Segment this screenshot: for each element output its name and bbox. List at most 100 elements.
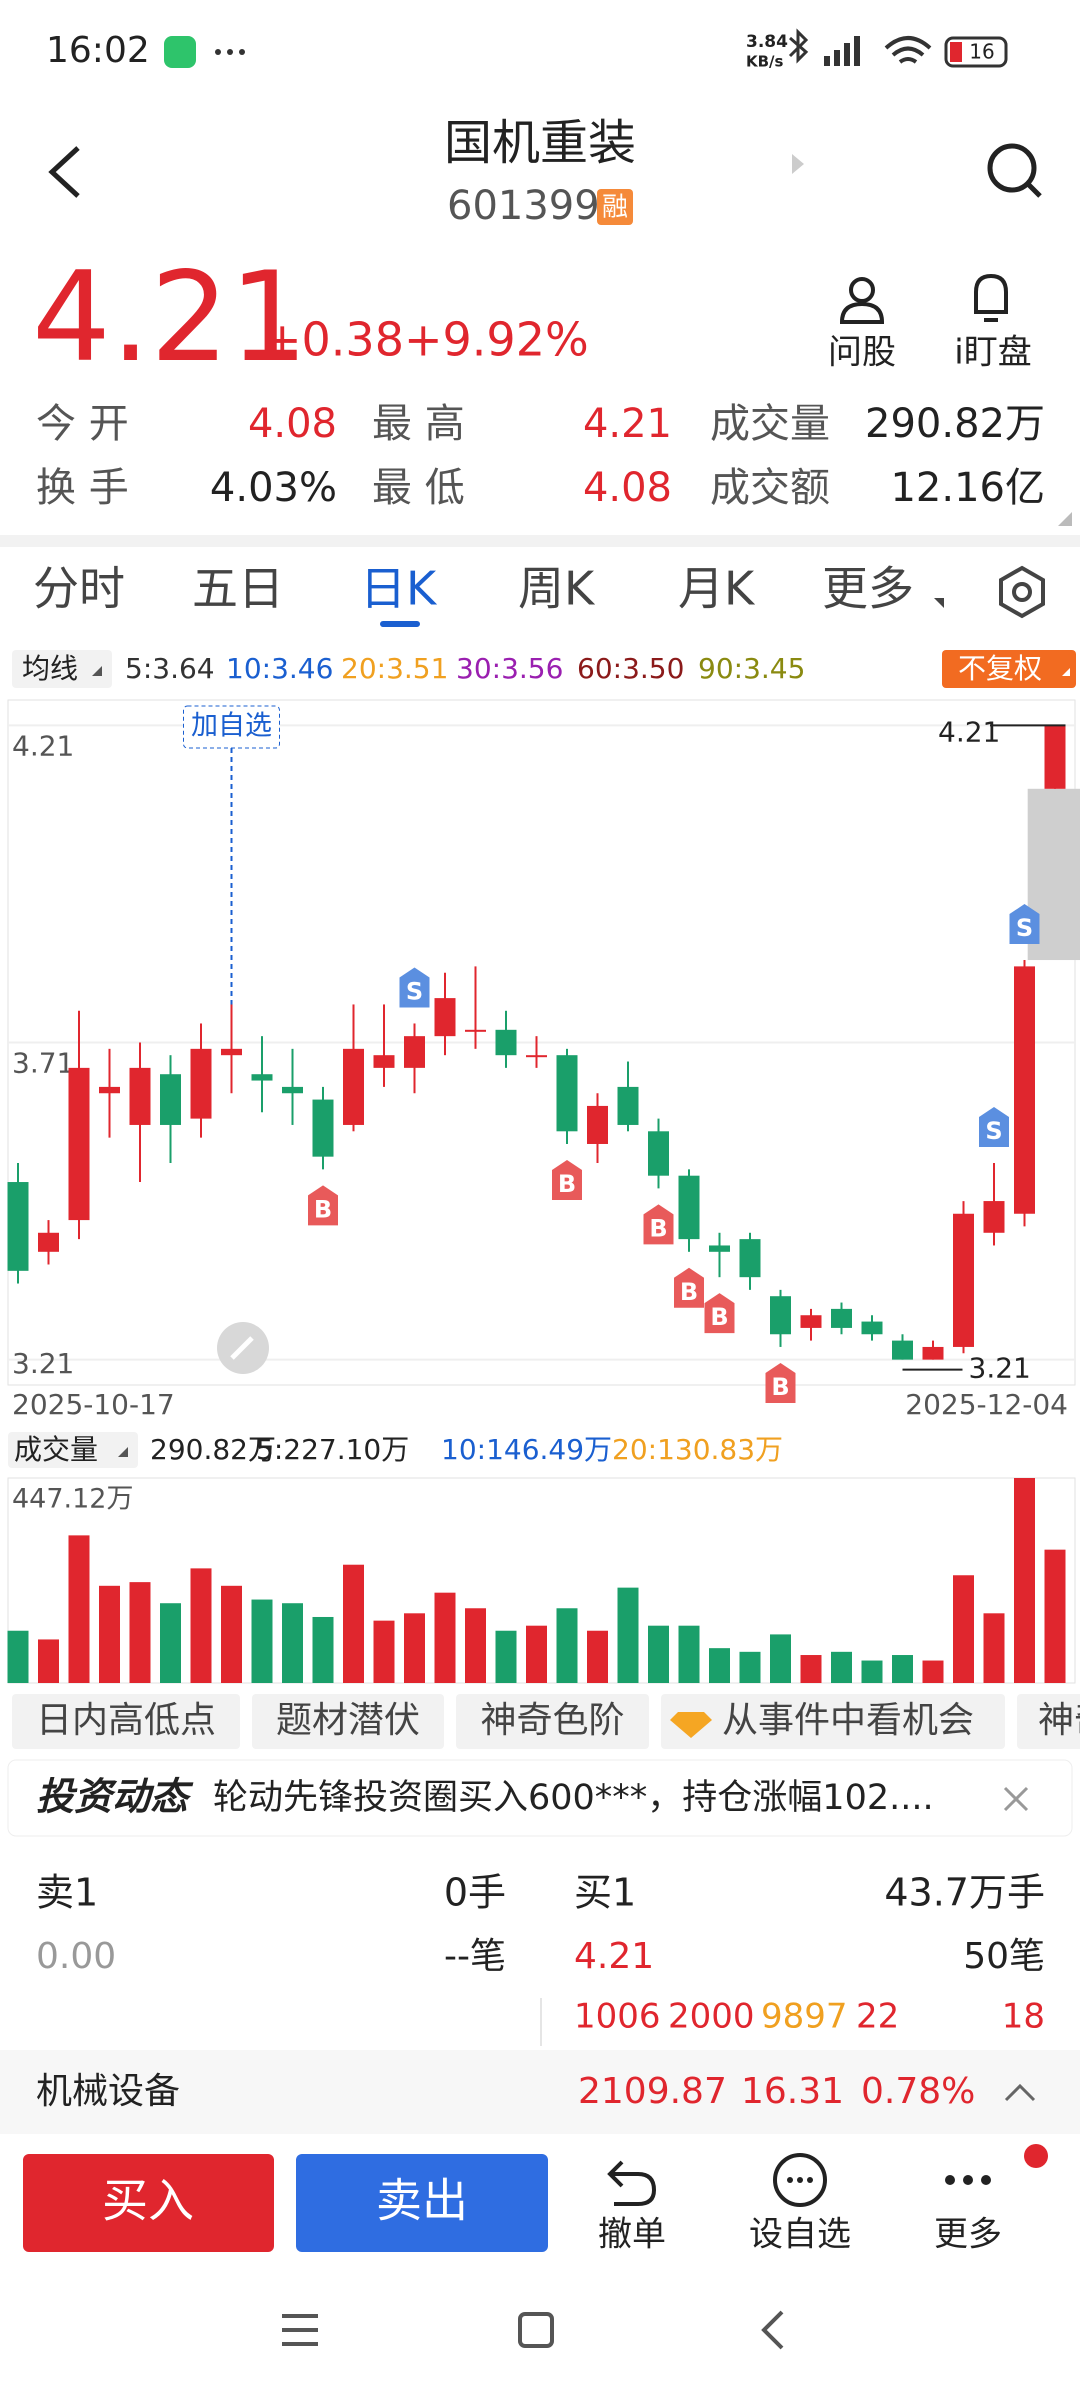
ask-icon[interactable] xyxy=(839,277,885,324)
volume-bar xyxy=(282,1603,303,1683)
news-card[interactable] xyxy=(7,1759,1073,1837)
sell-text[interactable]: 卖出 xyxy=(376,2174,468,2228)
signal-badge xyxy=(765,1362,796,1403)
high-label: 4.21 xyxy=(938,715,1000,748)
action[interactable]: 问股 xyxy=(828,333,896,373)
search-button[interactable] xyxy=(987,143,1037,193)
sell-button[interactable] xyxy=(296,2154,548,2252)
settings-dot xyxy=(1012,582,1032,602)
stat-value: 12.16亿 xyxy=(890,465,1045,511)
back-button[interactable] xyxy=(48,146,80,198)
tab[interactable]: 月K xyxy=(678,562,756,616)
favorite-icon[interactable] xyxy=(773,2153,827,2207)
signal: S xyxy=(985,1117,1002,1145)
volume-bar xyxy=(373,1620,395,1683)
industry-row[interactable] xyxy=(0,2050,1080,2134)
chip[interactable]: 神奇 xyxy=(1038,1700,1080,1741)
volume-ma20: 20:130.83万 xyxy=(612,1433,783,1466)
volume-bar xyxy=(587,1630,608,1683)
candle-body xyxy=(892,1340,913,1360)
collapse[interactable] xyxy=(1004,2083,1036,2102)
signal-badge xyxy=(552,1159,582,1200)
tab[interactable]: 五日 xyxy=(192,562,284,616)
volume-bar xyxy=(556,1608,578,1683)
note[interactable]: 加自选 xyxy=(191,711,272,742)
candle-body xyxy=(312,1099,334,1157)
volume-button-bg[interactable] xyxy=(8,1432,138,1468)
volume-triangle xyxy=(118,1447,128,1457)
volume-max: 447.12万 xyxy=(12,1484,133,1515)
news-text[interactable]: 轮动先锋投资圈买入600***，持仓涨幅102.... xyxy=(213,1778,934,1818)
ma-label[interactable]: 均线 xyxy=(22,652,78,685)
battery-level xyxy=(950,42,962,62)
chip[interactable]: 从事件中看机会 xyxy=(722,1700,974,1741)
signal-badge xyxy=(1009,904,1040,945)
watch-icon[interactable] xyxy=(974,273,1008,322)
signal: B xyxy=(710,1303,728,1331)
settings-button[interactable] xyxy=(999,565,1045,619)
sell-label: 卖1 xyxy=(36,1871,98,1915)
action[interactable]: i盯盘 xyxy=(954,333,1031,373)
bottom-action[interactable]: 更多 xyxy=(934,2215,1002,2255)
net-unit: KB/s xyxy=(746,53,784,71)
chip-bg[interactable] xyxy=(12,1694,240,1749)
gem-icon xyxy=(670,1712,712,1738)
sell-volume: 0手 xyxy=(444,1871,506,1915)
volume-label[interactable]: 成交量 xyxy=(14,1433,98,1466)
volume-bar xyxy=(678,1625,700,1683)
cancel-icon[interactable] xyxy=(607,2160,657,2206)
volume-bar xyxy=(465,1608,486,1683)
y-tick-label: 3.21 xyxy=(12,1347,74,1380)
adjust-label[interactable]: 不复权 xyxy=(958,652,1042,685)
signal: S xyxy=(406,977,423,1005)
volume-bar xyxy=(68,1535,90,1683)
chip-bg[interactable] xyxy=(1017,1694,1080,1749)
candle-body xyxy=(495,1029,517,1056)
candle-body xyxy=(7,1182,29,1271)
end-date: 2025-12-04 xyxy=(905,1388,1068,1421)
tab[interactable]: 周K xyxy=(518,562,596,616)
news-close[interactable] xyxy=(1003,1786,1029,1812)
chip[interactable]: 日内高低点 xyxy=(36,1700,216,1741)
candle-body xyxy=(556,1055,578,1132)
bottom-action[interactable]: 撤单 xyxy=(598,2215,666,2255)
volume-bar xyxy=(7,1630,29,1683)
next-arrow[interactable] xyxy=(792,154,804,174)
stat-value: 4.21 xyxy=(583,401,672,447)
buy-button[interactable] xyxy=(23,2154,274,2252)
chip-bg[interactable] xyxy=(456,1694,649,1749)
chip-bg[interactable] xyxy=(661,1694,1005,1749)
nav-home[interactable] xyxy=(518,2312,554,2348)
adjust-bg[interactable] xyxy=(942,650,1076,688)
candle-body xyxy=(983,1201,1005,1233)
tab[interactable]: 日K xyxy=(360,562,438,616)
bottom-action[interactable]: 设自选 xyxy=(749,2215,851,2255)
tab[interactable]: 分时 xyxy=(33,562,125,616)
candle-body xyxy=(343,1048,364,1125)
tab[interactable]: 更多 xyxy=(822,562,914,616)
buy-text[interactable]: 买入 xyxy=(102,2174,194,2228)
buy-count: 50笔 xyxy=(963,1936,1045,1977)
note-box[interactable] xyxy=(183,705,280,749)
volume-bar xyxy=(1014,1478,1035,1683)
stat-value: 4.08 xyxy=(248,401,337,447)
candle-body xyxy=(739,1239,761,1278)
nav-menu[interactable] xyxy=(282,2314,318,2346)
signal: B xyxy=(314,1195,332,1223)
more-icon[interactable] xyxy=(945,2175,991,2185)
ma-button-bg[interactable] xyxy=(12,650,112,688)
chip[interactable]: 神奇色阶 xyxy=(480,1700,624,1741)
queue-item: 9897 xyxy=(761,1997,848,2037)
chip-bg[interactable] xyxy=(252,1694,444,1749)
chip[interactable]: 题材潜伏 xyxy=(276,1700,420,1741)
start-date: 2025-10-17 xyxy=(12,1388,175,1421)
nav-back[interactable] xyxy=(761,2310,784,2350)
expand-corner[interactable] xyxy=(1058,512,1072,526)
candle-body xyxy=(465,1029,486,1032)
volume-bar xyxy=(495,1630,517,1683)
buy-label: 买1 xyxy=(574,1871,636,1915)
buy-volume: 43.7万手 xyxy=(884,1871,1045,1915)
